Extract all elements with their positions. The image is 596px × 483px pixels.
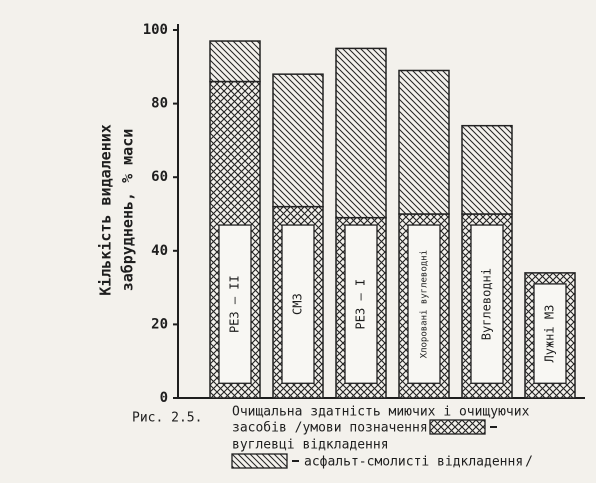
x-category-label: Лужні МЗ xyxy=(543,305,557,363)
label-box xyxy=(533,283,567,384)
y-tick-label: 0 xyxy=(160,390,168,406)
bar-segment xyxy=(209,40,261,83)
legend-label: вуглевці відкладення xyxy=(232,438,389,453)
y-tick-label: 80 xyxy=(151,96,168,112)
label-box xyxy=(218,224,252,384)
label-box xyxy=(470,224,504,384)
label-box xyxy=(344,224,378,384)
legend-swatch xyxy=(231,453,288,469)
y-axis-label-line: Кількість видалених xyxy=(97,124,115,296)
bar-segment xyxy=(461,124,513,215)
x-category-label: Вуглеводні xyxy=(480,268,494,340)
legend-swatch xyxy=(429,419,486,435)
label-box xyxy=(281,224,315,384)
caption-line: Очищальна здатність миючих і очищуючих xyxy=(232,405,530,420)
bar-segment xyxy=(335,47,387,219)
x-category-label: Хлоровані вуглеводні xyxy=(420,250,430,358)
y-tick-label: 40 xyxy=(151,243,168,259)
y-tick-label: 20 xyxy=(151,316,168,332)
y-axis-label-line: забруднень, % маси xyxy=(119,129,137,292)
bar-segment xyxy=(398,69,450,215)
x-category-label: РЕЗ – ІІ xyxy=(228,275,242,333)
legend-label: асфальт-смолисті відкладення xyxy=(304,455,523,470)
x-category-label: СМЗ xyxy=(291,293,305,315)
x-category-label: РЕЗ – І xyxy=(354,279,368,330)
y-tick-label: 100 xyxy=(143,22,168,38)
caption-line: засобів /умови позначення: xyxy=(232,421,436,436)
bar-segment xyxy=(272,73,324,208)
y-tick-label: 60 xyxy=(151,169,168,185)
caption-end: / xyxy=(525,455,533,470)
figure-label: Рис. 2.5. xyxy=(132,411,202,426)
y-axis-label: Кількість видалених забруднень, % маси xyxy=(97,124,137,296)
label-box xyxy=(407,224,441,384)
